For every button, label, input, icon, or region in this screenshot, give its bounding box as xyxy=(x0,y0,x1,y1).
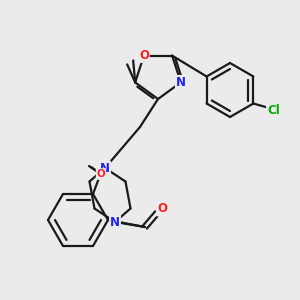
Text: O: O xyxy=(97,169,105,179)
Text: N: N xyxy=(100,161,110,175)
Text: Cl: Cl xyxy=(267,104,280,117)
Text: N: N xyxy=(176,76,186,89)
Text: N: N xyxy=(110,215,120,229)
Text: O: O xyxy=(139,49,149,62)
Text: O: O xyxy=(157,202,167,215)
